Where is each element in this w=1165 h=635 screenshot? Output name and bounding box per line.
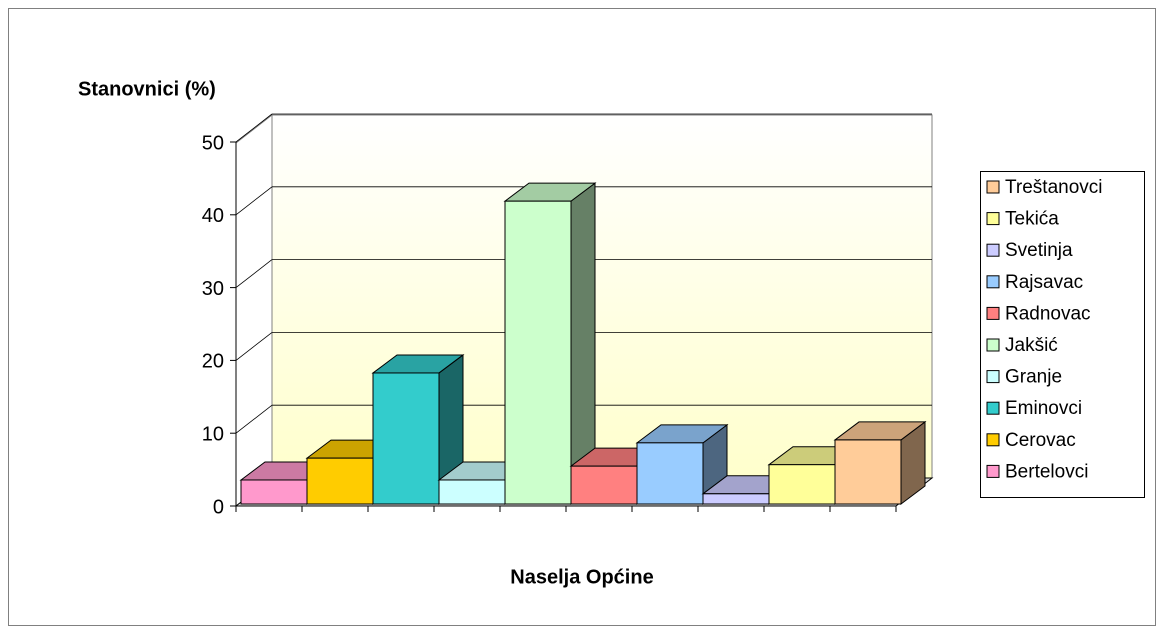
legend-label: Rajsavac <box>1005 272 1083 293</box>
y-tick-label: 20 <box>202 351 224 373</box>
y-tick-label: 50 <box>202 132 224 154</box>
y-tick-label: 30 <box>202 278 224 300</box>
legend-label: Bertelovci <box>1005 461 1088 482</box>
bar <box>834 439 902 505</box>
legend-swatch <box>986 370 1000 384</box>
legend-swatch <box>986 338 1000 352</box>
grid-line-side <box>235 186 273 216</box>
legend-label: Cerovac <box>1005 430 1076 451</box>
bar <box>768 464 836 505</box>
bar <box>306 457 374 505</box>
legend-swatch <box>986 401 1000 415</box>
x-axis-title: Naselja Općine <box>510 566 653 588</box>
legend-label: Tekića <box>1005 209 1059 230</box>
legend-swatch <box>986 275 1000 289</box>
side-wall <box>235 113 273 508</box>
y-tick-label: 10 <box>202 423 224 445</box>
legend-label: Radnovac <box>1005 303 1091 324</box>
grid-line-side <box>235 332 273 361</box>
bar <box>240 479 308 505</box>
legend-swatch <box>986 180 1000 194</box>
legend-label: Granje <box>1005 367 1062 388</box>
legend-swatch <box>986 306 1000 320</box>
legend-label: Eminovci <box>1005 398 1082 419</box>
bar <box>372 372 440 505</box>
bar <box>438 479 506 505</box>
legend-label: Svetinja <box>1005 240 1073 261</box>
grid-line-side <box>235 259 273 288</box>
back-wall <box>271 114 933 479</box>
legend-swatch <box>986 464 1000 478</box>
grid-line-side <box>235 404 273 434</box>
bar <box>702 493 770 505</box>
bar <box>570 465 638 505</box>
legend-swatch <box>986 212 1000 226</box>
legend-swatch <box>986 243 1000 257</box>
y-tick-label: 40 <box>202 205 224 227</box>
bar <box>504 200 572 505</box>
y-tick-label: 0 <box>213 496 224 518</box>
grid-line-side <box>235 113 273 143</box>
legend-swatch <box>986 433 1000 447</box>
legend-label: Jakšić <box>1005 335 1058 356</box>
legend-label: Treštanovci <box>1005 177 1103 198</box>
legend <box>980 171 1145 498</box>
bar <box>636 442 704 505</box>
y-axis-title: Stanovnici (%) <box>78 78 216 100</box>
